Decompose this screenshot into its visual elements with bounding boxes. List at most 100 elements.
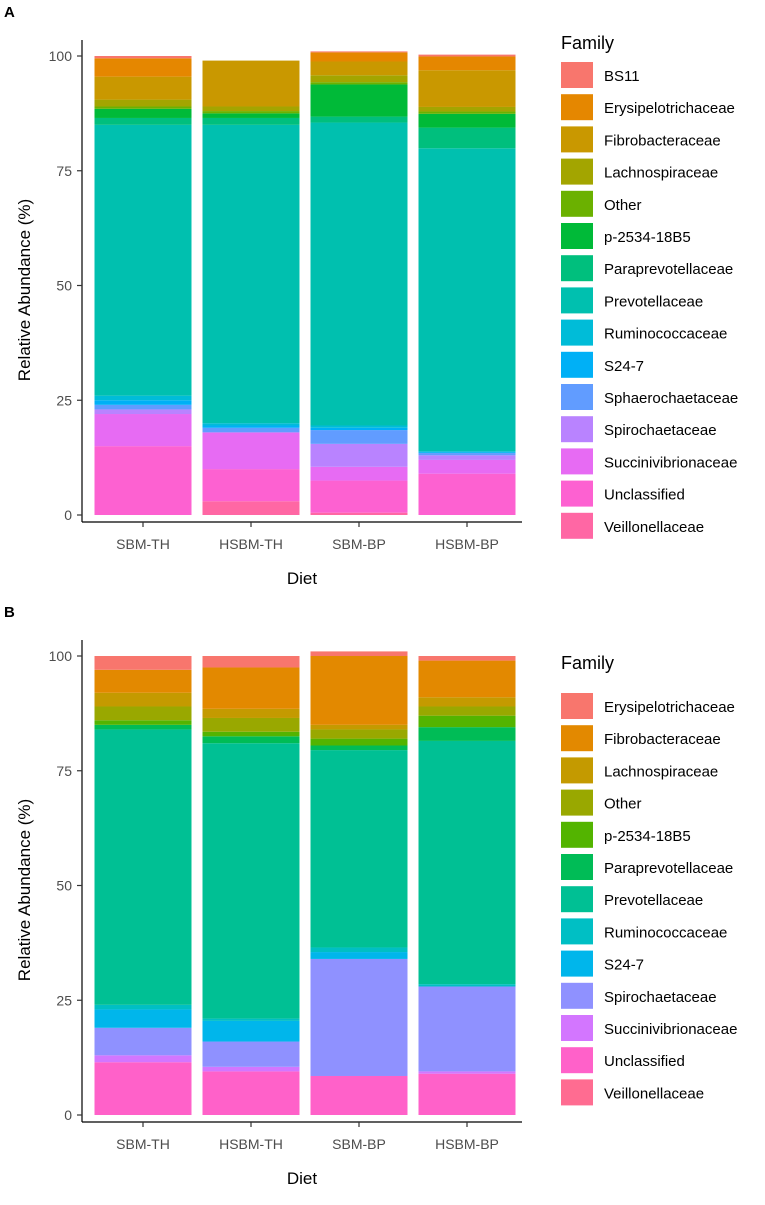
bar-segment-b-2-1 (310, 656, 408, 725)
panel-label-a: A (4, 4, 15, 21)
bar-segment-a-3-13 (418, 473, 516, 515)
legend-label: p-2534-18B5 (604, 828, 691, 845)
y-tick-label: 100 (49, 48, 73, 64)
legend-key-b-7 (561, 918, 593, 945)
legend-key-b-1 (561, 725, 593, 752)
bar-segment-a-2-1 (310, 52, 408, 62)
bar-segment-a-0-0 (94, 56, 192, 59)
bar-segment-b-2-7 (310, 947, 408, 953)
bar-segment-b-1-10 (202, 1066, 300, 1072)
bar-segment-a-0-3 (94, 99, 192, 107)
x-tick-label: SBM-BP (332, 536, 386, 552)
x-tick-label: SBM-BP (332, 1136, 386, 1152)
bar-segment-b-2-3 (310, 729, 408, 739)
bar-segment-a-3-1 (418, 56, 516, 71)
bar-segment-a-0-13 (94, 446, 192, 515)
bar-segment-a-1-12 (202, 432, 300, 470)
legend-label: Ruminococcaceae (604, 326, 727, 343)
bar-segment-b-0-11 (94, 1062, 192, 1115)
bar-segment-a-3-12 (418, 459, 516, 474)
legend-label: Fibrobacteraceae (604, 132, 721, 149)
bar-segment-a-1-4 (202, 111, 300, 114)
legend-key-a-8 (561, 319, 593, 346)
bar-segment-a-2-7 (310, 122, 408, 426)
x-axis-title: Diet (287, 569, 318, 588)
bar-segment-a-1-14 (202, 501, 300, 515)
bar-segment-b-3-0 (418, 656, 516, 661)
bar-segment-b-2-6 (310, 750, 408, 948)
bar-segment-a-3-0 (418, 54, 516, 57)
bar-segment-b-2-5 (310, 745, 408, 751)
bar-segment-a-0-12 (94, 414, 192, 447)
bar-segment-b-1-11 (202, 1071, 300, 1115)
legend-label: S24-7 (604, 358, 644, 375)
x-tick-label: SBM-TH (116, 1136, 170, 1152)
legend-label: Unclassified (604, 1053, 685, 1070)
legend-key-a-3 (561, 158, 593, 185)
legend-label: Succinivibrionaceae (604, 454, 737, 471)
legend-key-a-12 (561, 448, 593, 475)
bar-segment-b-1-8 (202, 1020, 300, 1042)
bar-segment-b-3-11 (418, 1073, 516, 1115)
y-axis-title: Relative Abundance (%) (15, 199, 34, 381)
x-tick-label: HSBM-BP (435, 1136, 499, 1152)
legend-key-a-5 (561, 223, 593, 249)
legend-key-a-14 (561, 512, 593, 539)
legend-key-a-1 (561, 94, 593, 121)
bar-segment-b-1-7 (202, 1018, 300, 1021)
legend-key-a-0 (561, 62, 593, 88)
bar-segment-a-3-3 (418, 106, 516, 112)
bar-segment-b-3-4 (418, 715, 516, 728)
legend-key-b-0 (561, 693, 593, 719)
bar-segment-b-3-3 (418, 706, 516, 716)
bar-segment-b-0-1 (94, 669, 192, 693)
bar-segment-b-0-4 (94, 720, 192, 725)
bar-segment-b-0-2 (94, 692, 192, 707)
panel-label-b: B (4, 604, 15, 621)
bar-segment-b-0-3 (94, 706, 192, 721)
legend-title: Family (561, 653, 614, 673)
legend-label: Spirochaetaceae (604, 989, 717, 1006)
bar-segment-b-3-2 (418, 697, 516, 707)
y-tick-label: 0 (64, 1107, 72, 1123)
bar-segment-a-2-14 (310, 512, 408, 515)
bar-segment-b-1-2 (202, 708, 300, 718)
bar-segment-b-1-6 (202, 743, 300, 1019)
y-tick-label: 50 (56, 278, 72, 294)
legend-key-a-2 (561, 126, 593, 153)
bar-segment-a-0-7 (94, 124, 192, 396)
legend-label: Lachnospiraceae (604, 763, 718, 780)
bar-segment-a-3-8 (418, 451, 516, 453)
legend-key-a-13 (561, 480, 593, 507)
bar-segment-a-2-10 (310, 430, 408, 444)
bar-segment-a-1-8 (202, 423, 300, 426)
bar-segment-a-3-5 (418, 113, 516, 128)
legend-label: Prevotellaceae (604, 892, 703, 909)
legend-label: Prevotellaceae (604, 293, 703, 310)
bar-segment-b-0-5 (94, 724, 192, 730)
bar-segment-b-2-0 (310, 651, 408, 656)
bar-segment-b-3-7 (418, 984, 516, 987)
legend-label: p-2534-18B5 (604, 229, 691, 246)
bar-segment-a-3-9 (418, 452, 516, 454)
bar-segment-b-3-10 (418, 1071, 516, 1074)
legend-key-b-2 (561, 757, 593, 784)
bar-segment-b-1-4 (202, 731, 300, 737)
bar-segment-a-2-13 (310, 480, 408, 513)
legend-title: Family (561, 33, 614, 53)
bar-segment-a-2-11 (310, 443, 408, 467)
x-tick-label: HSBM-TH (219, 536, 283, 552)
legend-label: Erysipelotrichaceae (604, 100, 735, 117)
bar-segment-b-2-9 (310, 958, 408, 1076)
bar-segment-a-3-11 (418, 455, 516, 460)
legend-label: Lachnospiraceae (604, 165, 718, 182)
bar-segment-a-2-8 (310, 425, 408, 428)
y-tick-label: 0 (64, 507, 72, 523)
bar-segment-b-0-6 (94, 729, 192, 1005)
bar-segment-a-2-3 (310, 75, 408, 83)
x-tick-label: SBM-TH (116, 536, 170, 552)
bar-segment-b-0-10 (94, 1055, 192, 1063)
legend-key-b-8 (561, 950, 593, 977)
legend-label: Other (604, 796, 642, 813)
legend-label: S24-7 (604, 957, 644, 974)
